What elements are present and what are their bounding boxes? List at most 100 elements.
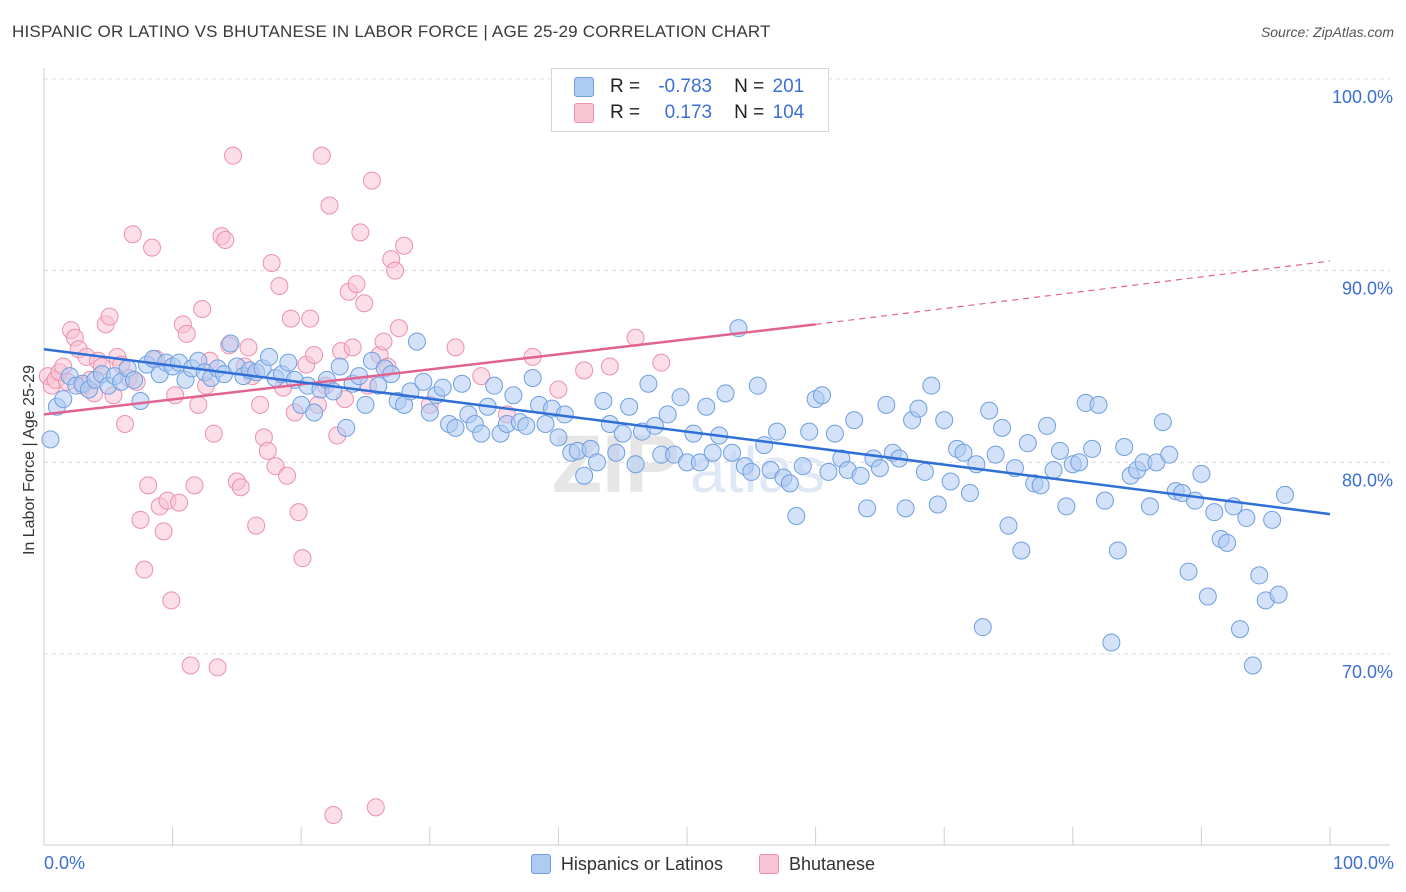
data-point-hispanics xyxy=(626,455,645,474)
data-point-hispanics xyxy=(922,376,941,395)
data-point-hispanics xyxy=(1044,461,1063,479)
legend-swatch-pink xyxy=(574,103,594,123)
data-point-hispanics xyxy=(973,618,992,637)
data-point-hispanics xyxy=(768,422,787,441)
data-point-hispanics xyxy=(369,376,388,395)
data-point-hispanics xyxy=(1083,439,1102,458)
y-tick-labels: 70.0% 80.0% 90.0% 100.0% xyxy=(1332,87,1393,682)
axes xyxy=(43,68,1390,846)
data-point-hispanics xyxy=(845,411,864,430)
data-point-hispanics xyxy=(1140,497,1159,516)
data-point-hispanics xyxy=(536,415,555,433)
data-point-hispanics xyxy=(523,369,542,387)
legend-item-hispanics[interactable]: Hispanics or Latinos xyxy=(530,853,723,875)
data-point-hispanics xyxy=(787,507,806,525)
data-point-hispanics xyxy=(1031,476,1050,495)
data-point-bhutanese xyxy=(139,476,158,495)
data-point-hispanics xyxy=(337,418,356,437)
data-point-bhutanese xyxy=(166,386,185,405)
data-point-bhutanese xyxy=(135,560,154,579)
data-point-bhutanese xyxy=(181,656,200,675)
data-point-bhutanese xyxy=(343,338,362,357)
legend-r-value: -0.783 xyxy=(658,76,713,97)
data-point-hispanics xyxy=(915,462,934,481)
data-point-hispanics xyxy=(813,386,832,405)
data-point-hispanics xyxy=(960,484,979,502)
data-point-hispanics xyxy=(993,418,1012,437)
data-point-bhutanese xyxy=(293,549,312,568)
data-point-hispanics xyxy=(549,428,568,447)
data-point-bhutanese xyxy=(320,196,339,215)
data-point-bhutanese xyxy=(270,277,289,295)
data-point-hispanics xyxy=(825,424,844,443)
data-point-hispanics xyxy=(1160,445,1179,464)
data-point-bhutanese xyxy=(389,319,408,338)
data-point-bhutanese xyxy=(301,309,320,328)
data-point-bhutanese xyxy=(600,357,619,376)
data-point-hispanics xyxy=(690,453,709,472)
data-point-bhutanese xyxy=(652,353,671,372)
data-point-hispanics xyxy=(1012,541,1031,560)
data-point-hispanics xyxy=(755,436,774,455)
y-tick-label: 80.0% xyxy=(1342,470,1393,490)
legend-n-value: 104 xyxy=(772,102,805,123)
legend-swatch-pink xyxy=(759,854,779,874)
legend-label-hispanics: Hispanics or Latinos xyxy=(560,853,723,874)
data-point-hispanics xyxy=(800,422,819,441)
data-point-bhutanese xyxy=(347,275,366,294)
data-point-hispanics xyxy=(1237,508,1256,527)
data-point-bhutanese xyxy=(472,367,491,386)
data-point-bhutanese xyxy=(162,591,181,610)
data-point-hispanics xyxy=(793,457,812,476)
data-point-bhutanese xyxy=(386,261,405,280)
data-point-bhutanese xyxy=(312,146,331,165)
data-point-hispanics xyxy=(1275,485,1294,504)
source-label: Source: ZipAtlas.com xyxy=(1260,24,1394,40)
data-point-bhutanese xyxy=(355,294,374,313)
data-point-hispanics xyxy=(697,397,716,416)
data-point-bhutanese xyxy=(224,146,243,165)
legend-item-bhutanese[interactable]: Bhutanese xyxy=(759,854,875,875)
data-point-hispanics xyxy=(221,334,240,353)
data-point-bhutanese xyxy=(116,415,135,433)
data-point-hispanics xyxy=(1108,541,1127,560)
data-point-bhutanese xyxy=(262,254,281,272)
data-point-bhutanese xyxy=(266,457,285,476)
y-tick-label: 100.0% xyxy=(1332,87,1393,107)
data-point-hispanics xyxy=(1153,413,1172,432)
data-point-bhutanese xyxy=(351,223,370,242)
data-point-bhutanese xyxy=(374,332,393,351)
legend-row-bhutanese: R = 0.173 N = 104 xyxy=(574,101,804,125)
data-point-hispanics xyxy=(1070,453,1089,472)
data-point-hispanics xyxy=(780,474,799,493)
data-point-bhutanese xyxy=(100,307,119,326)
data-point-hispanics xyxy=(1230,620,1249,639)
data-point-hispanics xyxy=(703,443,722,462)
data-point-bhutanese xyxy=(549,380,568,399)
data-point-hispanics xyxy=(407,332,426,351)
data-point-hispanics xyxy=(999,516,1018,535)
data-point-hispanics xyxy=(723,443,742,462)
data-point-bhutanese xyxy=(362,171,381,190)
data-point-hispanics xyxy=(620,397,639,416)
data-point-bhutanese xyxy=(305,346,324,364)
data-point-bhutanese xyxy=(239,338,258,357)
data-point-hispanics xyxy=(41,430,60,449)
data-point-hispanics xyxy=(260,347,279,366)
data-point-hispanics xyxy=(858,499,877,518)
data-point-bhutanese xyxy=(289,503,308,522)
data-point-hispanics xyxy=(1179,562,1198,581)
data-point-bhutanese xyxy=(278,466,297,485)
data-point-hispanics xyxy=(305,403,324,422)
data-point-hispanics xyxy=(1095,491,1114,510)
data-point-hispanics xyxy=(716,384,735,403)
data-point-hispanics xyxy=(279,353,298,372)
legend-n-label: N = xyxy=(734,76,765,97)
data-point-bhutanese xyxy=(154,522,173,541)
data-point-hispanics xyxy=(1263,510,1282,529)
legend-n-value: 201 xyxy=(772,76,805,97)
data-point-hispanics xyxy=(986,445,1005,464)
data-point-hispanics xyxy=(671,388,690,407)
data-point-bhutanese xyxy=(123,225,142,244)
